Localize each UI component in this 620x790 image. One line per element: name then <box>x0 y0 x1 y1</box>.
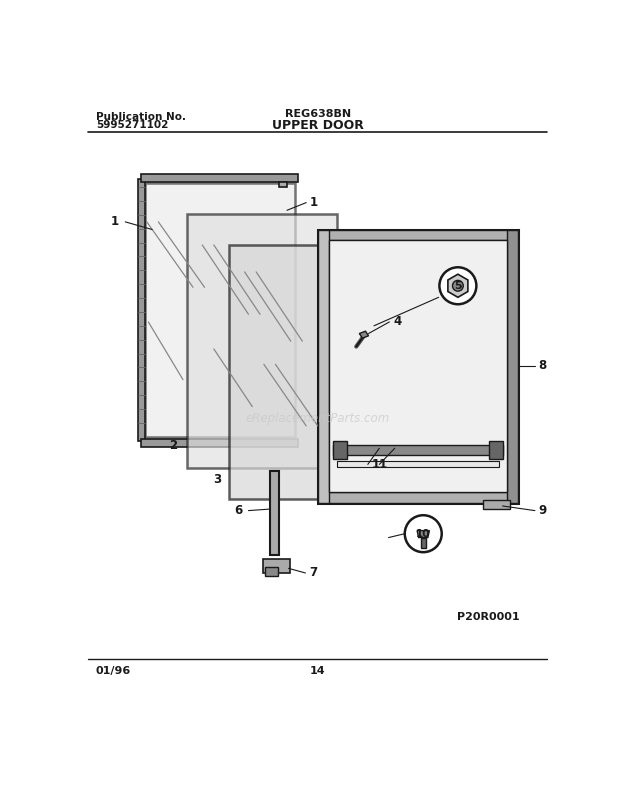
Polygon shape <box>279 182 287 187</box>
Text: 6: 6 <box>234 504 242 517</box>
Text: REG638BN: REG638BN <box>285 109 351 118</box>
Polygon shape <box>337 461 498 468</box>
Text: 2: 2 <box>169 438 177 452</box>
Polygon shape <box>317 230 518 240</box>
Polygon shape <box>187 214 337 468</box>
Polygon shape <box>421 537 425 547</box>
Text: 1: 1 <box>310 196 318 209</box>
Text: 5: 5 <box>454 280 462 291</box>
Polygon shape <box>265 566 278 576</box>
Polygon shape <box>333 442 347 459</box>
Polygon shape <box>317 492 518 503</box>
Polygon shape <box>229 245 379 499</box>
Polygon shape <box>141 174 298 182</box>
Circle shape <box>440 267 476 304</box>
Text: 3: 3 <box>213 473 222 487</box>
Polygon shape <box>270 471 279 555</box>
Polygon shape <box>360 331 368 338</box>
Polygon shape <box>138 179 144 442</box>
Polygon shape <box>333 445 503 455</box>
Text: P20R0001: P20R0001 <box>457 612 520 623</box>
Text: 9: 9 <box>539 504 547 517</box>
Polygon shape <box>141 439 298 446</box>
Circle shape <box>405 515 441 552</box>
Polygon shape <box>144 183 294 438</box>
Text: 11: 11 <box>371 458 388 471</box>
Text: eReplacementParts.com: eReplacementParts.com <box>246 412 390 425</box>
Polygon shape <box>263 559 290 573</box>
Polygon shape <box>489 442 503 459</box>
Text: 4: 4 <box>393 315 402 329</box>
Text: 7: 7 <box>309 566 317 580</box>
Circle shape <box>453 280 463 292</box>
Text: 10: 10 <box>416 529 430 539</box>
Polygon shape <box>507 230 518 503</box>
Polygon shape <box>484 500 510 509</box>
Text: UPPER DOOR: UPPER DOOR <box>272 119 364 133</box>
Text: 8: 8 <box>539 359 547 372</box>
Text: 14: 14 <box>310 666 326 676</box>
Polygon shape <box>448 274 468 297</box>
Text: 01/96: 01/96 <box>96 666 131 676</box>
Text: 5995271102: 5995271102 <box>96 120 169 130</box>
Polygon shape <box>417 531 430 537</box>
Text: 1: 1 <box>111 216 119 228</box>
Polygon shape <box>317 230 329 503</box>
Text: Publication No.: Publication No. <box>96 111 186 122</box>
Polygon shape <box>329 240 507 492</box>
Polygon shape <box>317 230 518 503</box>
